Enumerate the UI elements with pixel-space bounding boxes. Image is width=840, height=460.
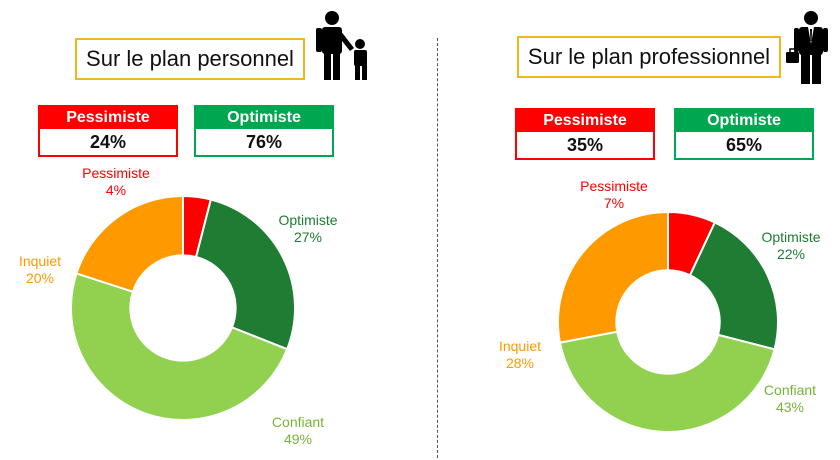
label-pessimiste: Pessimiste 7% [568,178,660,212]
panel-divider [437,38,438,458]
summary-value: 24% [40,129,176,155]
summary-value: 35% [517,132,653,158]
label-name: Inquiet [498,338,542,354]
label-pct: 4% [105,182,127,198]
summary-label: Optimiste [676,110,812,132]
summary-pessimiste: Pessimiste 24% [38,105,178,157]
summary-value: 65% [676,132,812,158]
slice-inquiet [75,195,184,293]
label-confiant: Confiant 43% [750,382,830,416]
summary-label: Pessimiste [40,107,176,129]
summary-optimiste: Optimiste 65% [674,108,814,160]
summary-label: Optimiste [196,107,332,129]
summary-value: 76% [196,129,332,155]
label-pct: 43% [775,399,805,415]
label-pct: 27% [293,229,323,245]
label-name: Pessimiste [82,165,150,181]
slice-confiant [558,330,776,433]
slice-confiant [70,272,289,421]
label-pct: 28% [505,355,535,371]
label-pct: 22% [776,246,806,262]
slice-optimiste [194,198,296,351]
slice-inquiet [557,211,669,344]
label-pct: 49% [283,431,313,447]
panel-personnel: Sur le plan personnel Pessimiste 24% Opt… [2,11,367,448]
label-pessimiste: Pessimiste 4% [70,165,162,199]
label-name: Optimiste [278,212,338,228]
donut-chart [70,195,296,421]
label-confiant: Confiant 49% [252,414,344,448]
summary-optimiste: Optimiste 76% [194,105,334,157]
label-name: Confiant [763,382,817,398]
label-name: Inquiet [18,253,62,269]
donut-chart [557,211,779,433]
panel-title: Sur le plan personnel [75,38,305,80]
panel-professionnel: Sur le plan professionnel Pessimiste 35%… [420,0,840,460]
label-optimiste: Optimiste 27% [262,212,354,246]
label-name: Confiant [271,414,325,430]
label-pct: 20% [25,270,55,286]
label-name: Pessimiste [580,178,648,194]
summary-pessimiste: Pessimiste 35% [515,108,655,160]
label-pct: 7% [603,195,625,211]
label-optimiste: Optimiste 22% [745,229,837,263]
parent-child-icon [316,11,367,80]
label-inquiet: Inquiet 28% [482,338,558,372]
summary-label: Pessimiste [517,110,653,132]
panel-title: Sur le plan professionnel [517,36,781,78]
slice-optimiste [688,221,779,351]
label-name: Optimiste [761,229,821,245]
label-inquiet: Inquiet 20% [2,253,78,287]
businessman-icon [786,11,828,84]
